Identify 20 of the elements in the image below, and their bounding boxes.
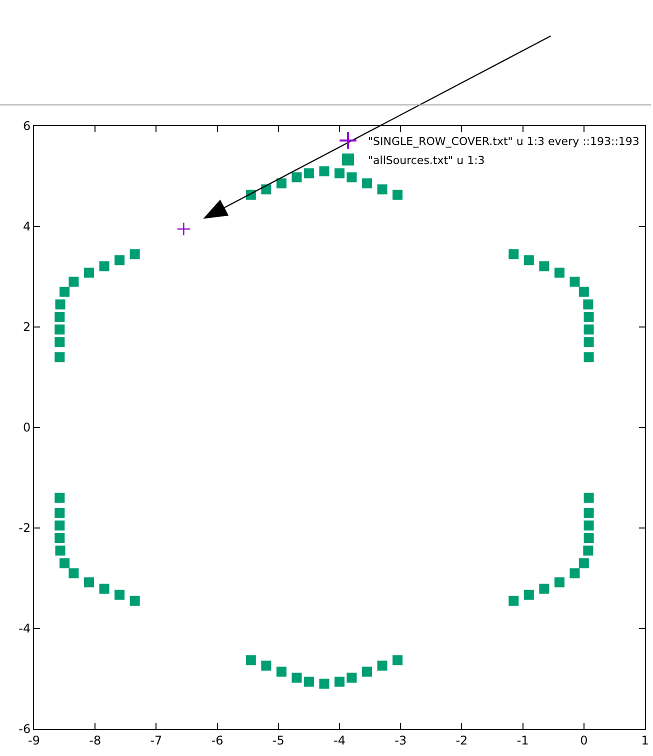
x-tick-label: -9 bbox=[28, 733, 40, 748]
y-tick-label: 4 bbox=[22, 220, 31, 234]
x-tick-label: 1 bbox=[641, 733, 649, 748]
y-tick-label: -6 bbox=[18, 722, 31, 736]
x-tick-label: -3 bbox=[394, 733, 407, 748]
x-tick-label: -4 bbox=[334, 733, 346, 748]
x-tick-label: 0 bbox=[580, 733, 588, 748]
y-tick-label: 2 bbox=[22, 320, 31, 334]
legend-label: "allSources.txt" u 1:3 bbox=[368, 154, 485, 167]
y-tick-label: 6 bbox=[22, 119, 31, 134]
legend-label: "SINGLE_ROW_COVER.txt" u 1:3 every ::193::193 bbox=[368, 134, 640, 148]
x-tick-label: -1 bbox=[516, 733, 529, 748]
y-tick-label: -2 bbox=[18, 521, 31, 536]
y-tick-label: -4 bbox=[18, 622, 31, 636]
x-tick-label: -2 bbox=[456, 733, 468, 748]
x-tick-label: -7 bbox=[150, 733, 162, 748]
x-tick-label: -5 bbox=[272, 733, 284, 748]
x-tick-label: -6 bbox=[211, 733, 224, 748]
y-tick-label: 0 bbox=[22, 420, 31, 435]
x-tick-label: -8 bbox=[89, 733, 102, 748]
